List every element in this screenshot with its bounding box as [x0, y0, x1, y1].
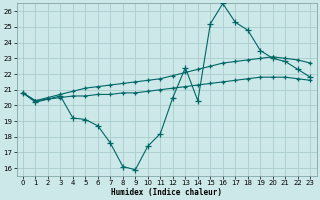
X-axis label: Humidex (Indice chaleur): Humidex (Indice chaleur) [111, 188, 222, 197]
